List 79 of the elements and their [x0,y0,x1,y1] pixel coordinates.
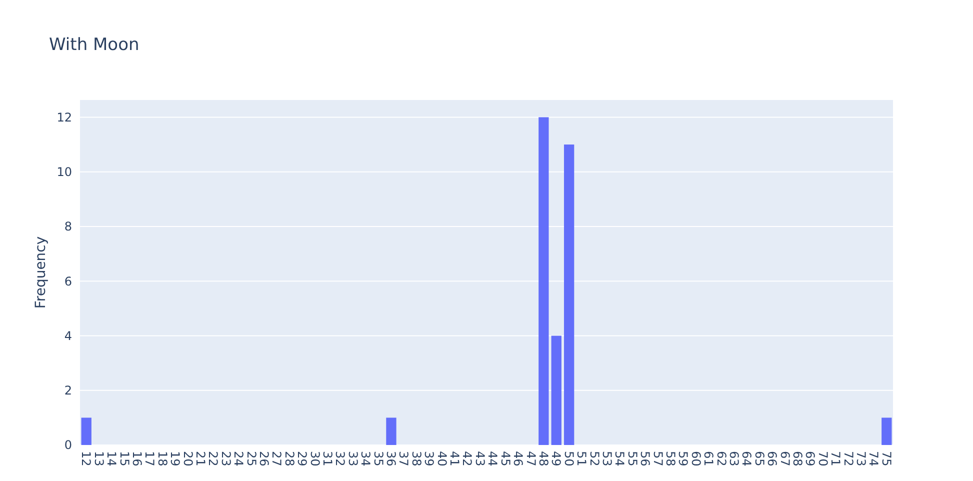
x-tick-label: 53 [600,451,614,466]
x-tick-label: 59 [676,451,690,466]
x-tick-label: 19 [168,451,182,466]
x-tick-label: 23 [218,451,233,466]
x-tick-label: 29 [295,451,310,466]
x-tick-label: 50 [562,451,576,466]
x-tick-label: 39 [422,451,436,466]
x-tick-label: 55 [625,451,640,466]
bar [551,336,562,445]
x-tick-label: 51 [574,451,589,466]
x-tick-label: 57 [650,451,665,466]
x-tick-label: 20 [180,451,195,466]
x-tick-label: 22 [206,451,220,466]
x-tick-label: 75 [879,451,894,466]
x-tick-label: 63 [727,451,742,466]
x-tick-label: 25 [244,451,258,466]
x-tick-label: 73 [854,451,868,466]
x-tick-label: 40 [434,451,449,466]
x-tick-label: 48 [536,451,550,466]
x-tick-label: 34 [358,451,373,466]
x-tick-label: 30 [308,451,322,466]
x-tick-label: 37 [396,451,411,466]
x-tick-label: 15 [117,451,132,466]
y-tick-label: 6 [64,274,72,288]
x-tick-label: 56 [638,451,652,466]
x-tick-label: 24 [232,451,246,466]
x-tick-label: 41 [448,451,462,466]
x-tick-label: 64 [740,451,754,466]
x-tick-label: 58 [663,451,678,466]
x-tick-label: 33 [346,451,360,466]
x-tick-label: 31 [320,451,335,466]
y-tick-label: 8 [64,220,72,234]
y-tick-label: 10 [56,165,72,180]
x-tick-label: 27 [270,451,284,466]
y-tick-label: 12 [56,110,72,124]
x-tick-label: 60 [688,451,703,466]
x-tick-label: 52 [587,451,602,466]
bar [564,144,574,445]
x-tick-label: 26 [256,451,271,466]
x-tick-label: 45 [498,451,512,466]
x-tick-label: 62 [714,451,728,466]
x-tick-label: 13 [92,451,106,466]
x-tick-label: 70 [816,451,830,466]
x-tick-label: 46 [511,451,526,466]
x-tick-label: 17 [142,451,157,466]
y-tick-label: 2 [64,384,72,398]
x-tick-label: 28 [282,451,296,466]
bar [81,418,92,445]
x-tick-label: 69 [803,451,818,466]
bar [386,418,396,445]
x-tick-label: 42 [460,451,474,466]
x-tick-label: 49 [549,451,564,466]
x-tick-label: 44 [486,451,500,466]
x-tick-label: 66 [765,451,780,466]
bar [882,418,892,445]
x-tick-label: 61 [702,451,716,466]
x-tick-label: 14 [104,451,119,466]
x-tick-label: 71 [828,451,843,466]
chart-title: With Moon [49,35,140,55]
x-tick-label: 36 [384,451,398,466]
bar [538,117,549,445]
x-tick-label: 21 [193,451,208,466]
x-tick-label: 68 [790,451,805,466]
x-tick-label: 67 [778,451,792,466]
x-tick-label: 65 [752,451,766,466]
x-tick-label: 43 [472,451,487,466]
x-tick-label: 72 [841,451,856,466]
x-tick-label: 47 [524,451,538,466]
x-tick-label: 38 [409,451,424,466]
x-tick-label: 16 [130,451,144,466]
x-tick-label: 54 [612,451,627,466]
x-tick-label: 35 [371,451,386,466]
y-axis-title: Frequency [33,236,49,309]
x-tick-label: 32 [333,451,348,466]
x-tick-label: 12 [79,451,94,466]
x-tick-label: 18 [155,451,170,466]
y-tick-label: 0 [64,438,72,452]
y-tick-label: 4 [64,328,72,343]
x-tick-label: 74 [866,451,881,466]
